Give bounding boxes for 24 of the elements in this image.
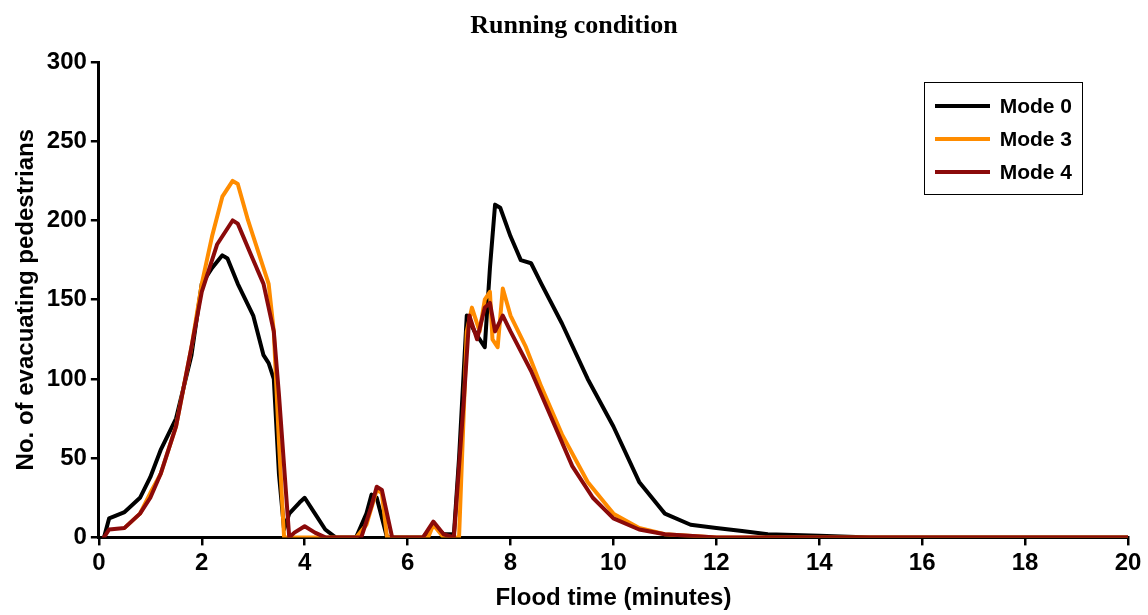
legend-label: Mode 0 [999,93,1072,118]
x-tick-label: 4 [297,548,312,576]
y-tick-label: 50 [60,442,87,470]
y-axis-title: No. of evacuating pedestrians [11,128,39,471]
x-tick-label: 20 [1114,548,1142,576]
y-tick-label: 200 [46,205,87,233]
x-tick-label: 12 [702,548,730,576]
legend-label: Mode 3 [999,126,1072,151]
x-tick-label: 0 [92,548,106,576]
x-tick-label: 10 [600,548,627,576]
chart-title: Running condition [469,10,679,40]
x-tick-label: 8 [503,548,518,576]
x-axis-title: Flood time (minutes) [495,583,732,611]
y-tick-label: 100 [46,363,87,391]
x-tick-label: 14 [805,548,834,576]
legend-label: Mode 4 [999,159,1072,184]
y-tick-label: 150 [46,284,87,312]
x-tick-label: 16 [908,548,936,576]
y-tick-label: 300 [46,46,87,74]
y-tick-label: 0 [73,522,87,550]
y-tick-label: 250 [46,125,87,153]
x-tick-label: 18 [1011,548,1039,576]
x-tick-label: 6 [400,548,415,576]
x-tick-label: 2 [195,548,209,576]
